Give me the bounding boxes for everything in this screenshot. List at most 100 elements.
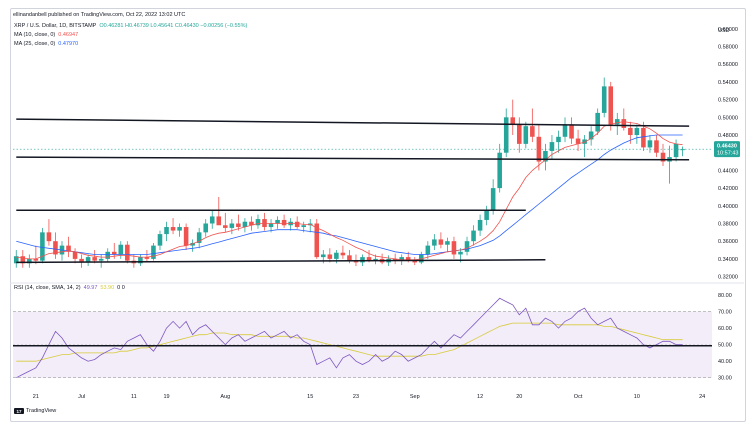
candle-body xyxy=(164,227,169,235)
candle-body xyxy=(125,244,130,261)
candle-body xyxy=(209,216,215,224)
candle-body xyxy=(654,140,659,153)
candle-body xyxy=(105,251,111,259)
candle-body xyxy=(608,86,614,125)
candle-body xyxy=(562,124,568,137)
price-axis-tick: 0.48000 xyxy=(718,133,738,139)
candle-body xyxy=(190,242,195,246)
candle-body xyxy=(229,223,235,228)
candle-body xyxy=(111,251,117,255)
candle-body xyxy=(621,119,627,128)
candle-body xyxy=(399,257,404,261)
candle-body xyxy=(569,124,574,139)
time-axis-tick: Oct xyxy=(574,394,583,400)
rsi-axis-tick: 80.00 xyxy=(718,293,732,299)
candle-body xyxy=(79,258,84,263)
candle-body xyxy=(72,251,78,259)
symbol-title[interactable]: XRP / U.S. Dollar, 1D, BITSTAMP xyxy=(14,23,97,29)
rsi-axis-tick: 30.00 xyxy=(718,376,732,382)
candle-body xyxy=(490,188,496,211)
rsi-axis-tick: 60.00 xyxy=(718,326,732,332)
time-axis-tick: 20 xyxy=(516,394,522,400)
time-axis-tick: Aug xyxy=(220,394,230,400)
price-axis-tick: 0.60000 xyxy=(718,27,738,33)
rsi-legend[interactable]: RSI (14, close, SMA, 14, 2) 49.97 53.90 0 0 xyxy=(14,285,128,291)
candle-body xyxy=(588,131,594,140)
currency-label: USD xyxy=(718,28,730,34)
candle-body xyxy=(281,219,287,226)
tradingview-brand: TradingView xyxy=(26,408,57,414)
price-axis-tick: 0.58000 xyxy=(718,45,738,51)
candle-body xyxy=(641,127,646,148)
time-axis-tick: 19 xyxy=(163,394,169,400)
candle-body xyxy=(321,254,326,258)
candle-body xyxy=(340,252,346,256)
candle-body xyxy=(314,223,320,258)
candle-body xyxy=(13,256,19,264)
candle-body xyxy=(144,257,150,259)
tradingview-logo-icon: 17 xyxy=(14,408,24,414)
candle-body xyxy=(634,127,640,136)
candle-body xyxy=(98,258,104,261)
candle-body xyxy=(196,232,202,243)
candle-body xyxy=(53,241,58,255)
candle-body xyxy=(360,257,365,263)
candle-body xyxy=(516,124,522,144)
ma25-label: MA (25, close, 0) xyxy=(14,41,56,47)
price-axis-tick: 0.54000 xyxy=(718,80,738,86)
rsi-extra: 0 0 xyxy=(117,285,125,291)
chart-frame xyxy=(10,8,746,422)
candle-body xyxy=(27,258,32,264)
candle-body xyxy=(66,245,71,252)
candle-body xyxy=(236,223,241,228)
price-axis-tick: 0.50000 xyxy=(718,115,738,121)
rsi-axis-tick: 40.00 xyxy=(718,359,732,365)
candle-body xyxy=(216,216,222,226)
ma10-label: MA (10, close, 0) xyxy=(14,32,56,38)
candle-body xyxy=(445,241,450,245)
candle-body xyxy=(530,126,535,137)
candle-body xyxy=(660,152,666,162)
price-axis-tick: 0.52000 xyxy=(718,98,738,104)
candle-body xyxy=(451,241,457,255)
price-axis-tick: 0.34000 xyxy=(718,257,738,263)
ma10-line xyxy=(16,121,683,261)
candle-body xyxy=(275,219,280,224)
symbol-legend: XRP / U.S. Dollar, 1D, BITSTAMP O0.46281 … xyxy=(14,23,250,29)
candle-body xyxy=(353,260,359,263)
tradingview-footer[interactable]: 17 TradingView xyxy=(14,408,56,414)
candle-body xyxy=(203,223,209,233)
time-axis-tick: 15 xyxy=(307,394,313,400)
candle-body xyxy=(471,230,476,242)
price-axis-tick: 0.32000 xyxy=(718,275,738,281)
time-axis-tick: Sep xyxy=(410,394,420,400)
candle-body xyxy=(510,117,516,125)
candle-body xyxy=(477,219,483,231)
candle-body xyxy=(673,143,679,158)
price-axis-tick: 0.38000 xyxy=(718,221,738,227)
candle-body xyxy=(543,150,548,162)
time-axis-tick: 21 xyxy=(33,394,39,400)
price-axis-tick: 0.44000 xyxy=(718,168,738,174)
candle-body xyxy=(177,227,182,231)
candle-body xyxy=(412,260,418,263)
rsi-line xyxy=(16,297,683,379)
candle-body xyxy=(405,257,411,261)
rsi-value: 49.97 xyxy=(83,285,98,291)
price-axis-tick: 0.36000 xyxy=(718,239,738,245)
candle-body xyxy=(170,227,176,231)
candle-body xyxy=(556,136,561,143)
candle-body xyxy=(432,239,437,246)
candle-body xyxy=(458,251,463,255)
candle-body xyxy=(255,219,261,226)
candle-body xyxy=(223,225,228,228)
price-axis-tick: 0.42000 xyxy=(718,186,738,192)
candle-body xyxy=(419,254,424,263)
price-tag xyxy=(714,141,740,158)
candle-body xyxy=(366,257,372,261)
candle-body xyxy=(575,138,581,144)
ma25-legend[interactable]: MA (25, close, 0) 0.47970 xyxy=(14,41,81,47)
ma10-legend[interactable]: MA (10, close, 0) 0.46947 xyxy=(14,32,81,38)
time-axis-tick: 12 xyxy=(477,394,483,400)
